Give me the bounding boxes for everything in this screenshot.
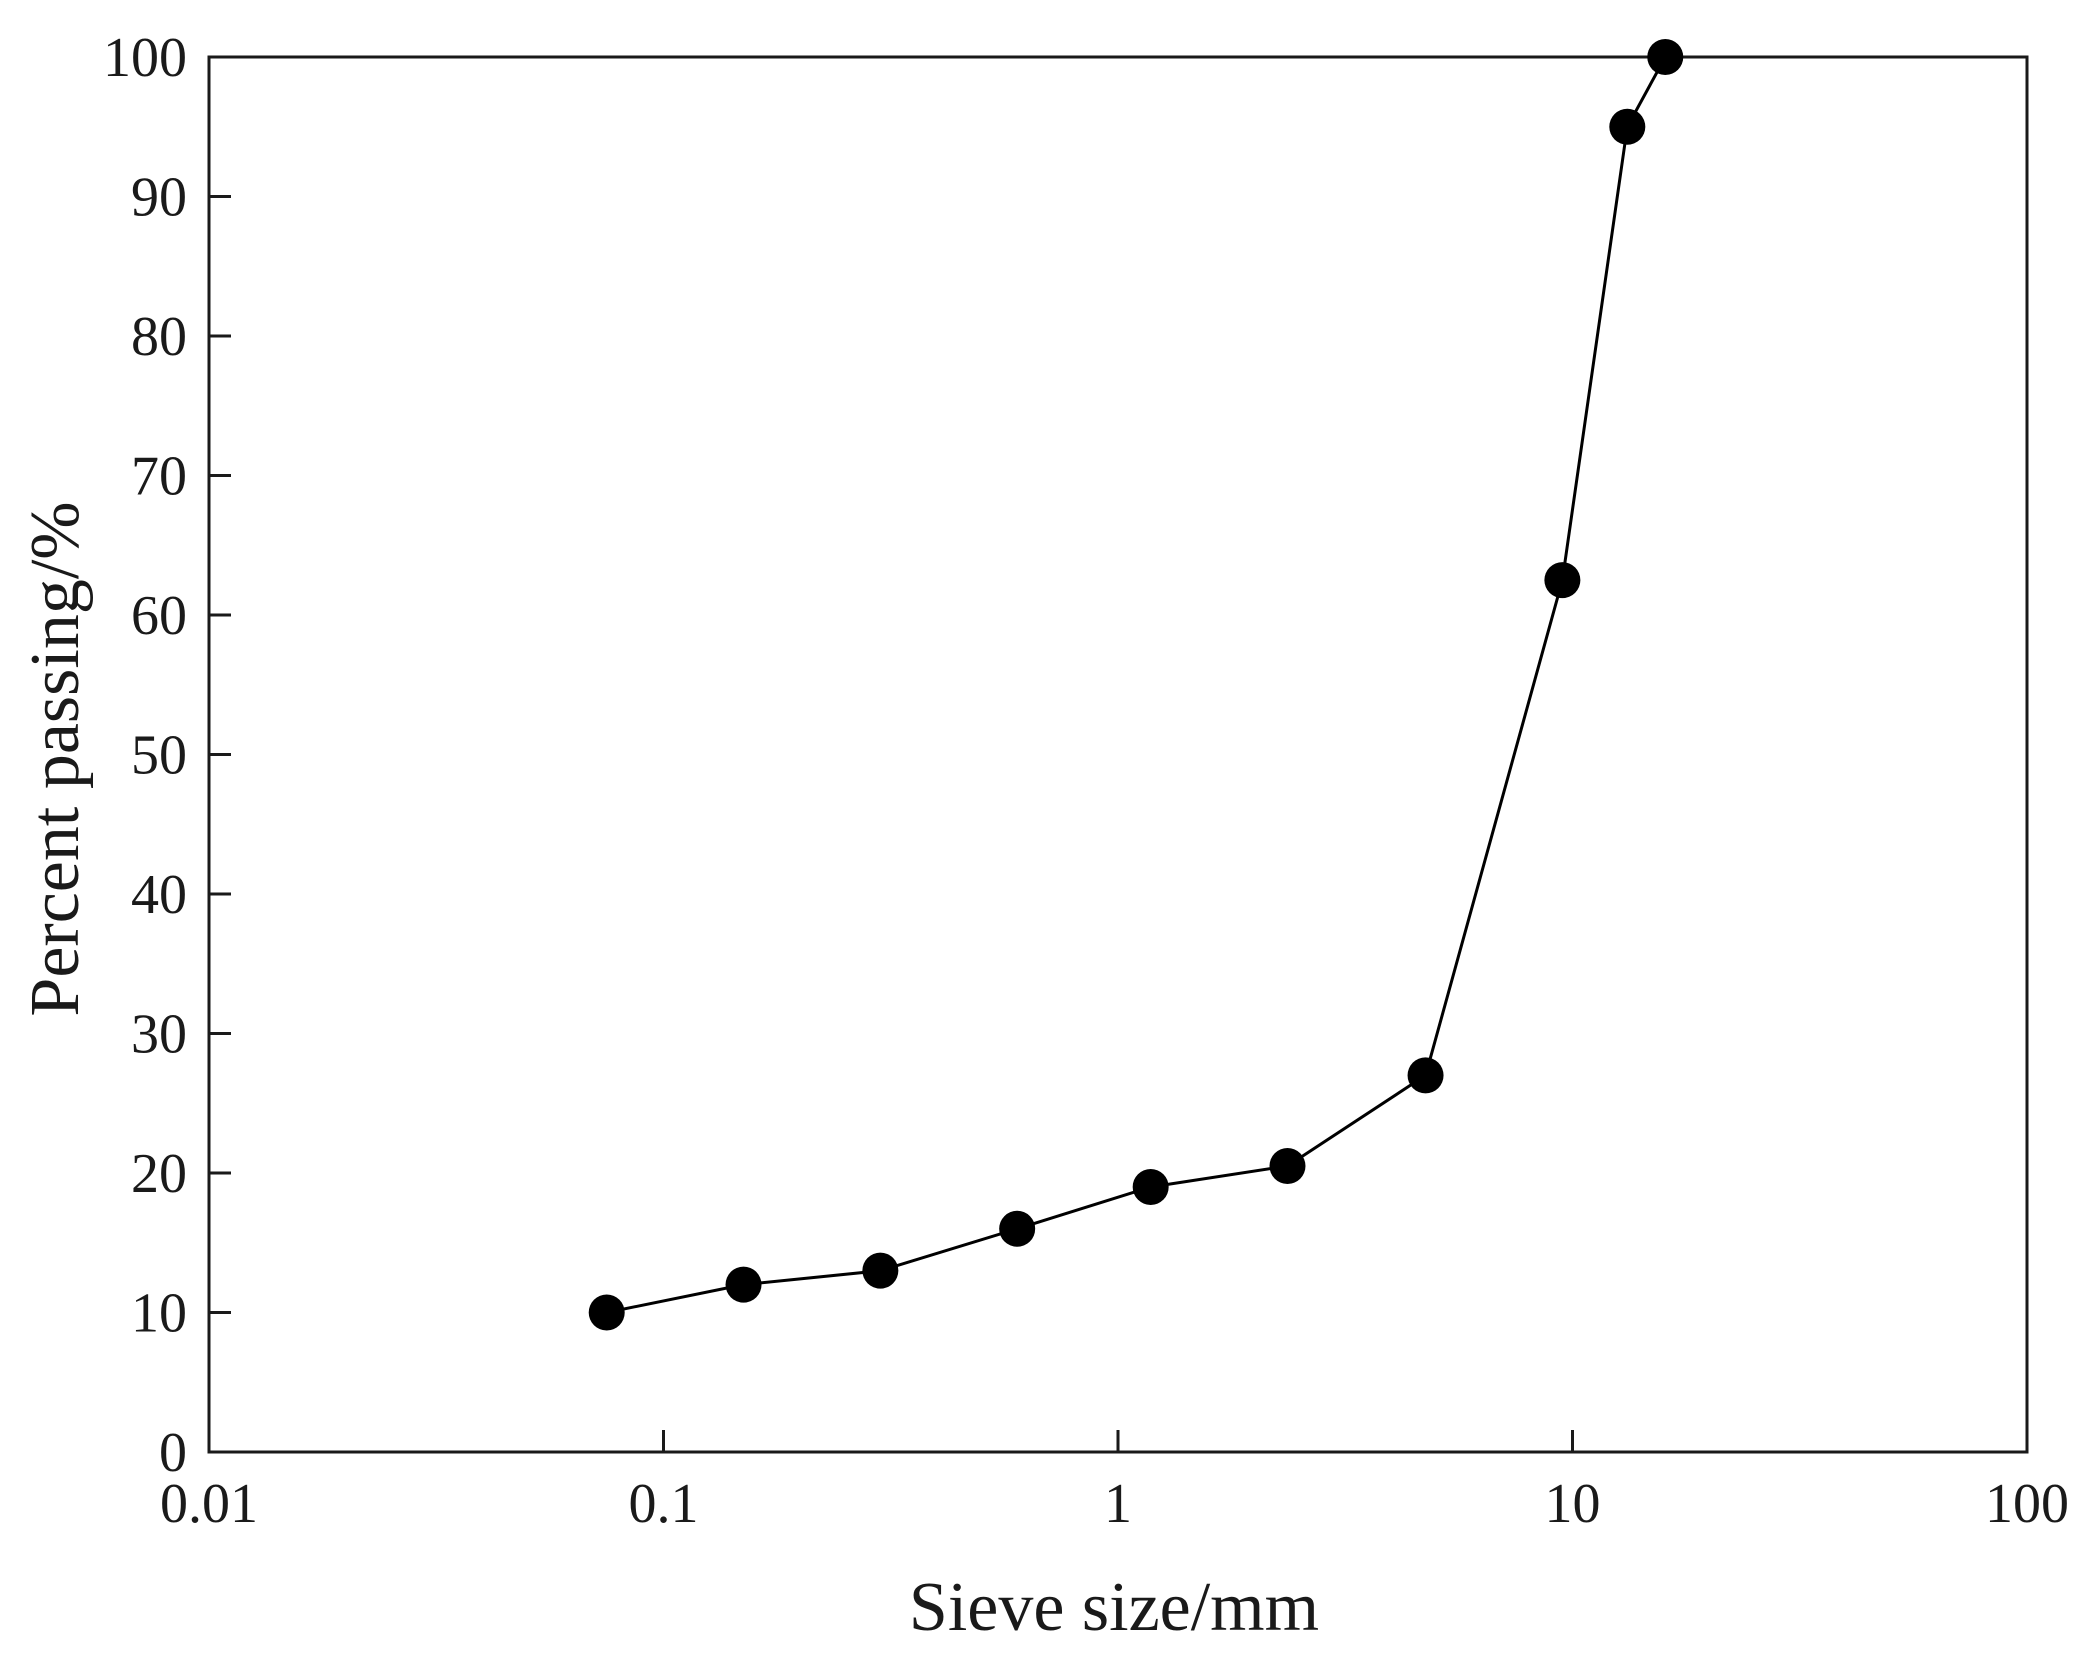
y-tick-label: 50 [131, 725, 187, 787]
data-point [1647, 39, 1684, 75]
data-point [1407, 1057, 1444, 1094]
data-point [588, 1294, 625, 1331]
y-tick-label: 60 [131, 585, 187, 647]
x-tick-label: 100 [1985, 1473, 2069, 1535]
y-tick-label: 70 [131, 446, 187, 508]
y-tick-label: 30 [131, 1004, 187, 1066]
y-tick-label: 40 [131, 864, 187, 926]
plot-frame [207, 55, 2029, 1454]
y-tick-label: 20 [131, 1143, 187, 1205]
data-point [1544, 562, 1581, 599]
data-point [725, 1266, 762, 1303]
data-point [1132, 1168, 1169, 1205]
axes-layer: 0.01 0.1 1 10 100 0 10 20 30 40 50 60 70 80 90 100 [103, 27, 2069, 1535]
data-point [1269, 1148, 1306, 1185]
series-layer [588, 39, 1684, 1331]
x-tick-label: 0.01 [160, 1473, 258, 1535]
y-tick-label: 80 [131, 306, 187, 368]
data-point [1609, 108, 1646, 145]
x-tick-label: 0.1 [629, 1473, 699, 1535]
y-tick-label: 10 [131, 1283, 187, 1345]
y-tick-label: 0 [159, 1422, 187, 1484]
data-point [999, 1210, 1036, 1247]
data-point [862, 1252, 899, 1289]
x-tick-label: 10 [1545, 1473, 1601, 1535]
x-axis-label: Sieve size/mm [909, 1569, 1319, 1646]
series-line [606, 56, 1667, 1314]
y-tick-label: 100 [103, 27, 187, 89]
y-axis-label: Percent passing/% [17, 501, 94, 1016]
y-tick-label: 90 [131, 167, 187, 229]
x-tick-label: 1 [1104, 1473, 1132, 1535]
